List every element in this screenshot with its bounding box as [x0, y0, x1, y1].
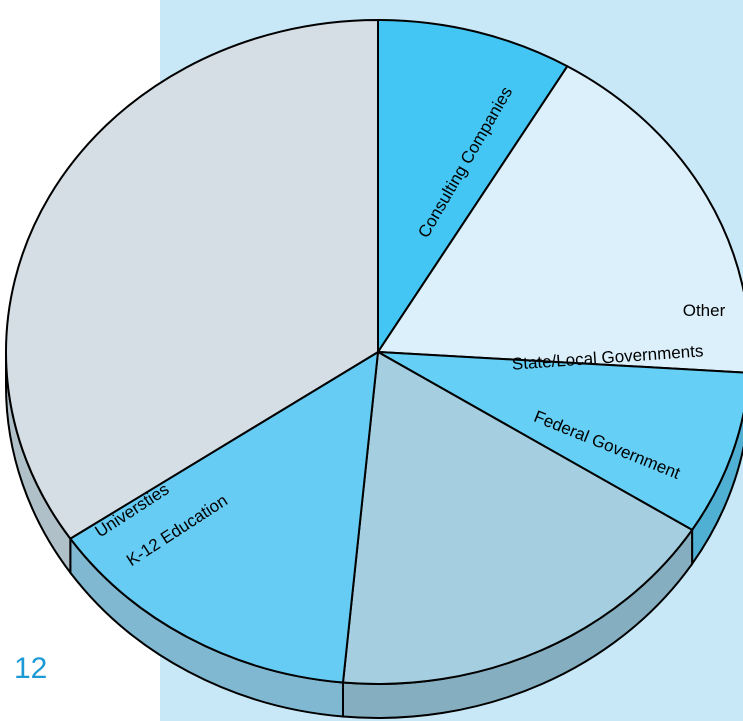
- pie-slice-consulting-companies: [377, 19, 569, 353]
- pie-slice-universties: [5, 19, 379, 540]
- page-number: 12: [14, 652, 48, 685]
- pie-slice-other: [377, 65, 743, 374]
- slice-label-other: Other: [683, 301, 726, 320]
- pie-slice-federal-government: [341, 351, 694, 685]
- pie-slice-k-12-education: [69, 351, 379, 684]
- pie-slices: [5, 19, 743, 685]
- pie-slice-state-local-governments: [377, 351, 743, 531]
